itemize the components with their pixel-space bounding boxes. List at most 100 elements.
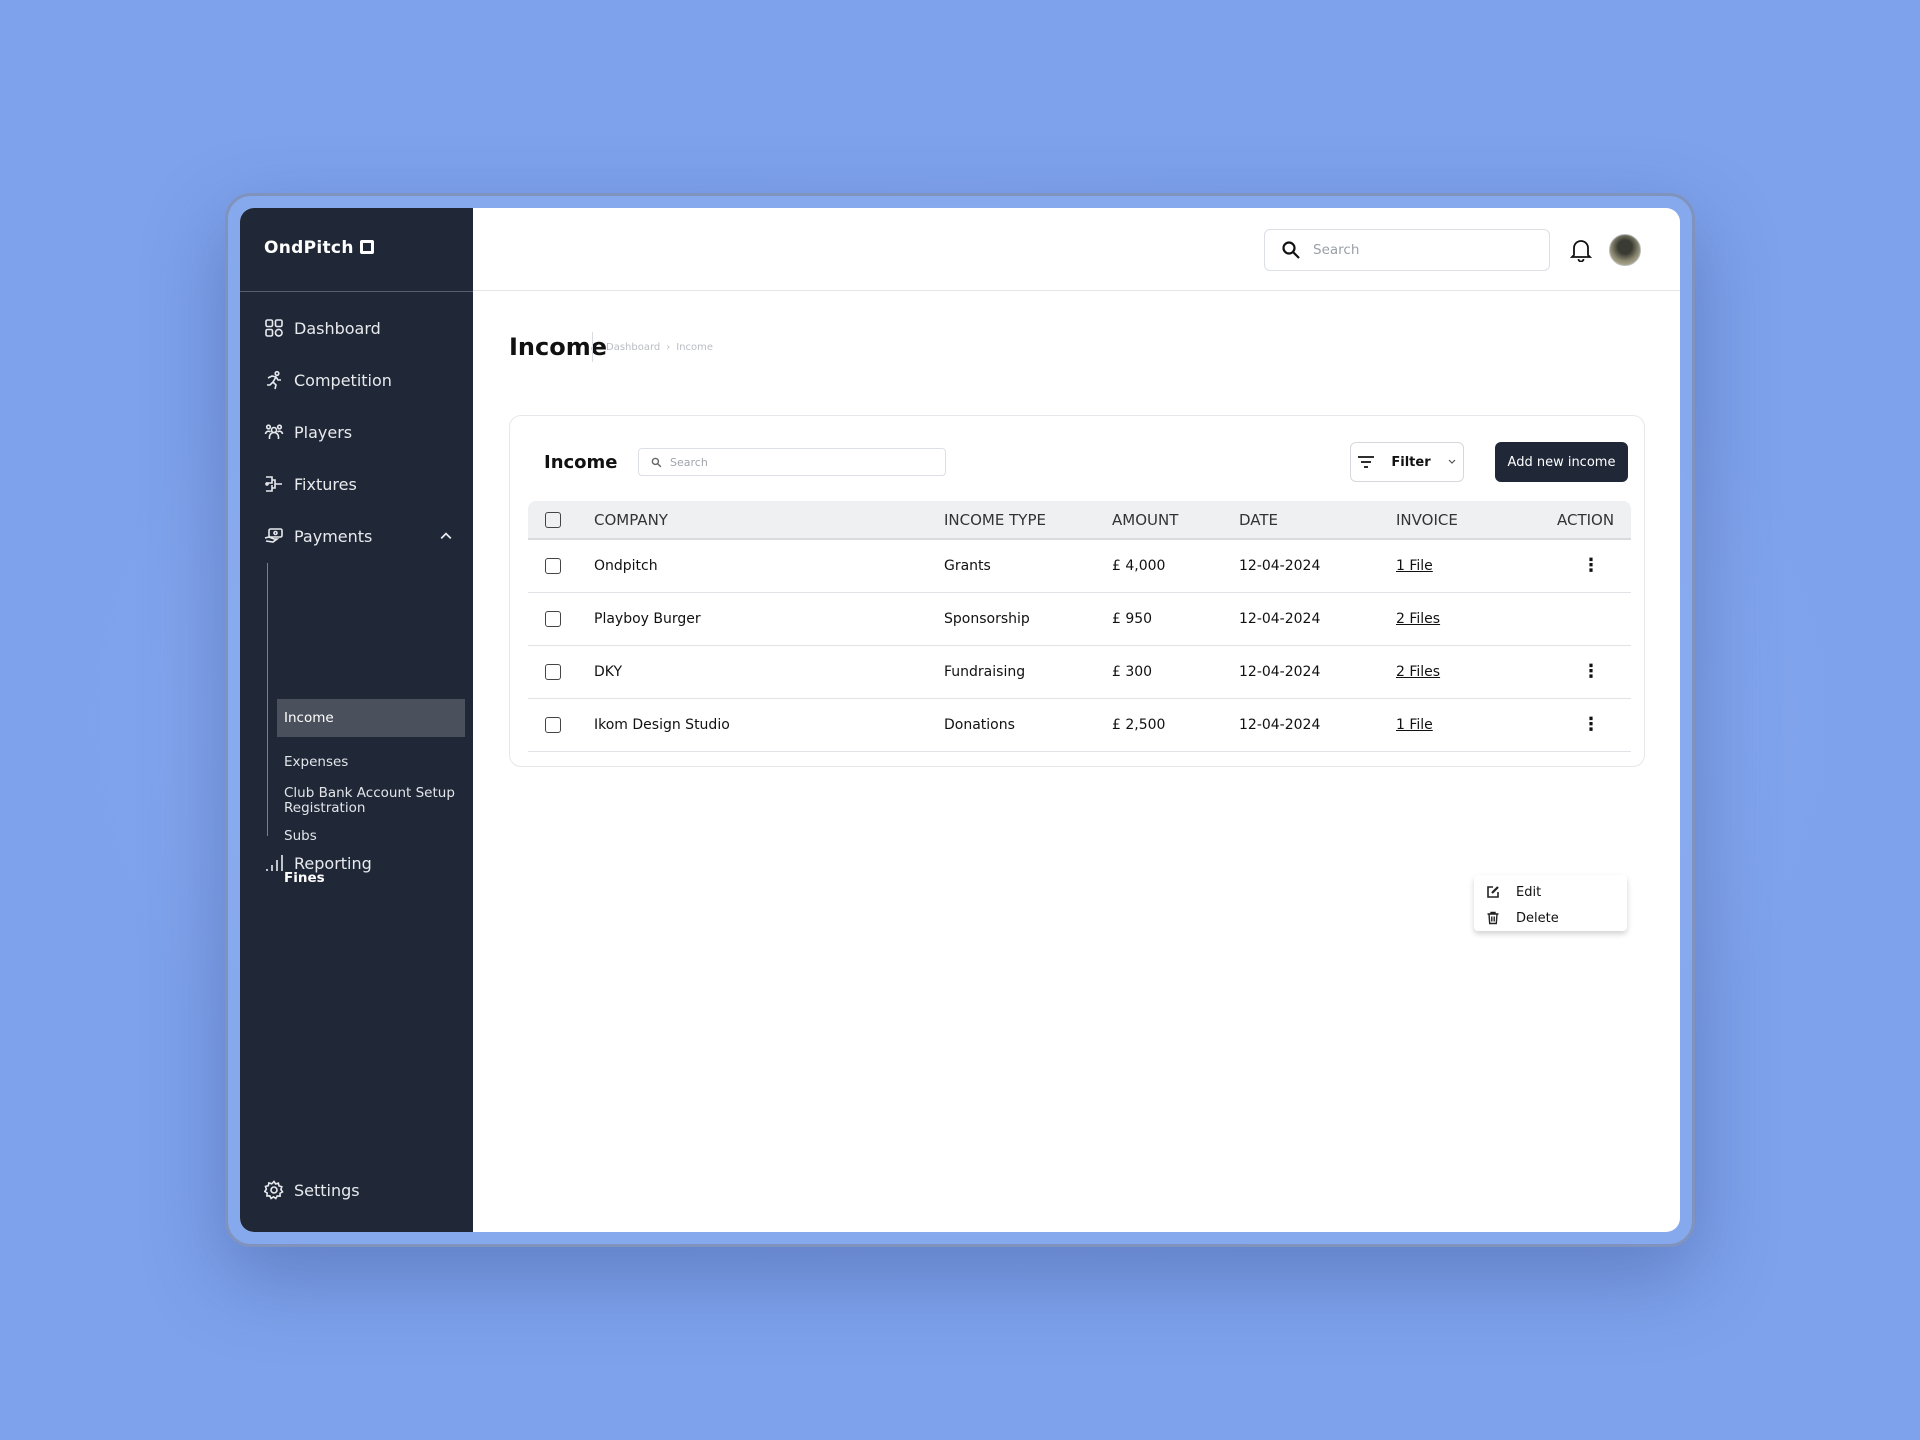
sidebar-item-dashboard[interactable]: Dashboard — [264, 316, 381, 340]
amount-cell: £ 2,500 — [1112, 717, 1166, 733]
select-all-checkbox[interactable] — [545, 511, 561, 528]
amount-cell: £ 4,000 — [1112, 558, 1166, 574]
sidebar-item-settings[interactable]: Settings — [264, 1178, 360, 1202]
invoice-link[interactable]: 1 File — [1396, 717, 1433, 733]
date-cell: 12-04-2024 — [1239, 611, 1321, 627]
company-cell: Playboy Burger — [594, 611, 701, 627]
search-icon — [1282, 241, 1300, 259]
table-header: COMPANY INCOME TYPE AMOUNT DATE INVOICE … — [528, 501, 1631, 540]
table-row: Ikom Design Studio Donations £ 2,500 12-… — [528, 699, 1631, 752]
submenu-item-club-bank-account-setup[interactable]: Club Bank Account Setup — [284, 785, 455, 801]
kebab-menu-icon[interactable]: ⋮ — [1582, 555, 1600, 576]
company-cell: Ondpitch — [594, 558, 658, 574]
grid-icon — [265, 319, 283, 337]
payment-hand-icon — [264, 528, 283, 543]
submenu-line — [267, 563, 268, 836]
submenu-item-expenses[interactable]: Expenses — [284, 754, 349, 770]
main-content: Income Dashboard › Income Income Search … — [473, 291, 1680, 1232]
logo-text: OndPitch — [264, 238, 354, 258]
trash-icon — [1487, 911, 1499, 925]
sidebar-item-competition[interactable]: Competition — [264, 368, 392, 392]
table-row: Ondpitch Grants £ 4,000 12-04-2024 1 Fil… — [528, 540, 1631, 593]
row-checkbox[interactable] — [545, 717, 561, 733]
page-title: Income — [509, 333, 608, 361]
chevron-right-icon: › — [666, 342, 671, 353]
sidebar-item-label: Reporting — [294, 853, 372, 873]
menu-item-delete[interactable]: Delete — [1474, 905, 1627, 931]
submenu-item-fines[interactable]: Fines — [284, 870, 325, 886]
amount-cell: £ 300 — [1112, 664, 1153, 680]
income-table: COMPANY INCOME TYPE AMOUNT DATE INVOICE … — [528, 501, 1631, 752]
delete-label: Delete — [1516, 910, 1559, 926]
sidebar-item-label: Payments — [294, 526, 373, 546]
sidebar-item-label: Fixtures — [294, 474, 357, 494]
menu-item-edit[interactable]: Edit — [1474, 879, 1627, 905]
people-icon — [264, 424, 284, 439]
date-cell: 12-04-2024 — [1239, 664, 1321, 680]
row-action-menu: Edit Delete — [1474, 875, 1627, 931]
table-search-input[interactable]: Search — [638, 448, 946, 476]
income-card: Income Search Filter Add new income COMP… — [509, 415, 1645, 767]
breadcrumb: Dashboard › Income — [606, 342, 713, 353]
filter-icon — [1358, 456, 1375, 468]
sidebar-item-reporting[interactable]: Reporting — [264, 851, 372, 875]
invoice-link[interactable]: 2 Files — [1396, 611, 1441, 627]
sidebar-divider — [240, 291, 473, 292]
column-company[interactable]: COMPANY — [594, 510, 668, 529]
app-window: OndPitch Dashboard Competition Players F… — [240, 208, 1680, 1232]
column-amount[interactable]: AMOUNT — [1112, 510, 1179, 529]
income-type-cell: Fundraising — [944, 664, 1026, 680]
invoice-link[interactable]: 1 File — [1396, 558, 1433, 574]
kebab-menu-icon[interactable]: ⋮ — [1582, 661, 1600, 682]
global-search-input[interactable]: Search — [1264, 229, 1550, 271]
income-type-cell: Grants — [944, 558, 991, 574]
sidebar: OndPitch Dashboard Competition Players F… — [240, 208, 473, 1232]
breadcrumb-income: Income — [676, 342, 714, 353]
amount-cell: £ 950 — [1112, 611, 1153, 627]
income-type-cell: Sponsorship — [944, 611, 1030, 627]
row-checkbox[interactable] — [545, 664, 561, 680]
sidebar-item-label: Competition — [294, 370, 392, 390]
company-cell: Ikom Design Studio — [594, 717, 730, 733]
column-income-type[interactable]: INCOME TYPE — [944, 510, 1046, 529]
filter-button[interactable]: Filter — [1350, 442, 1464, 482]
bar-chart-icon — [266, 855, 283, 871]
column-date[interactable]: DATE — [1239, 510, 1279, 529]
sidebar-item-fixtures[interactable]: Fixtures — [264, 472, 357, 496]
table-row: DKY Fundraising £ 300 12-04-2024 2 Files… — [528, 646, 1631, 699]
logo-mark — [359, 240, 374, 254]
date-cell: 12-04-2024 — [1239, 717, 1321, 733]
running-icon — [267, 370, 281, 390]
chevron-up-icon[interactable] — [438, 528, 454, 544]
invoice-link[interactable]: 2 Files — [1396, 664, 1441, 680]
date-cell: 12-04-2024 — [1239, 558, 1321, 574]
sidebar-item-payments[interactable]: Payments — [264, 524, 454, 548]
avatar[interactable] — [1609, 234, 1641, 266]
title-separator — [592, 332, 593, 362]
sidebar-item-label: Dashboard — [294, 318, 381, 338]
income-type-cell: Donations — [944, 717, 1015, 733]
gear-icon — [264, 1180, 284, 1200]
card-title: Income — [544, 452, 618, 473]
edit-icon — [1487, 886, 1499, 898]
submenu-item-registration[interactable]: Registration — [284, 800, 366, 816]
row-checkbox[interactable] — [545, 558, 561, 574]
search-icon — [651, 457, 662, 467]
chevron-down-icon — [1448, 459, 1456, 464]
logo[interactable]: OndPitch — [264, 238, 374, 258]
add-new-income-button[interactable]: Add new income — [1495, 442, 1628, 482]
row-checkbox[interactable] — [545, 611, 561, 627]
bracket-icon — [265, 476, 282, 492]
search-placeholder: Search — [670, 455, 708, 469]
column-action: ACTION — [1557, 510, 1615, 529]
submenu-item-income-active[interactable]: Income — [277, 699, 465, 737]
bell-icon[interactable] — [1570, 238, 1592, 262]
submenu-item-subs[interactable]: Subs — [284, 828, 317, 844]
top-header: Search — [473, 208, 1680, 291]
breadcrumb-dashboard[interactable]: Dashboard — [606, 342, 661, 353]
kebab-menu-icon[interactable]: ⋮ — [1582, 714, 1600, 735]
sidebar-item-label: Players — [294, 422, 353, 442]
sidebar-item-players[interactable]: Players — [264, 420, 352, 444]
search-placeholder: Search — [1313, 242, 1360, 258]
column-invoice[interactable]: INVOICE — [1396, 510, 1458, 529]
